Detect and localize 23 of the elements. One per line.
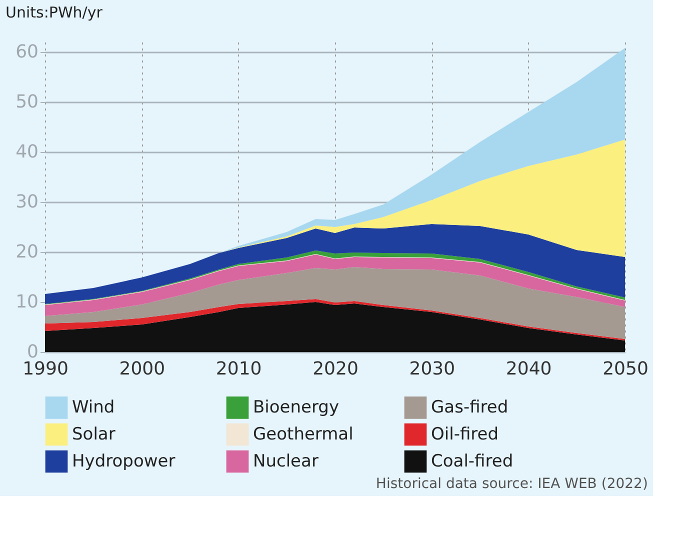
y-tick-label: 10 <box>16 292 38 312</box>
x-tick-label: 2040 <box>506 358 552 380</box>
x-tick-label: 2050 <box>602 358 648 380</box>
legend-label: Nuclear <box>253 452 318 472</box>
legend-label: Bioenergy <box>253 398 340 418</box>
y-axis-title: Units:PWh/yr <box>6 4 104 22</box>
legend-label: Coal-fired <box>431 452 514 472</box>
legend-label: Gas-fired <box>431 398 508 418</box>
x-tick-label: 2010 <box>216 358 262 380</box>
x-tick-label: 2030 <box>409 358 456 380</box>
legend-label: Oil-fired <box>431 424 499 444</box>
x-tick-label: 2000 <box>119 358 166 380</box>
y-tick-label: 30 <box>16 192 38 212</box>
y-tick-label: 20 <box>16 242 38 262</box>
text: Historical data source: IEA WEB (2022) <box>376 476 648 492</box>
legend-label: Solar <box>72 424 116 444</box>
y-tick-label: 60 <box>16 42 38 62</box>
y-tick-label: 50 <box>16 92 38 112</box>
x-tick-label: 2020 <box>312 358 358 380</box>
legend-label: Wind <box>72 398 115 418</box>
y-tick-label: 40 <box>16 142 38 162</box>
legend-label: Hydropower <box>72 452 176 472</box>
legend-label: Geothermal <box>253 424 354 444</box>
